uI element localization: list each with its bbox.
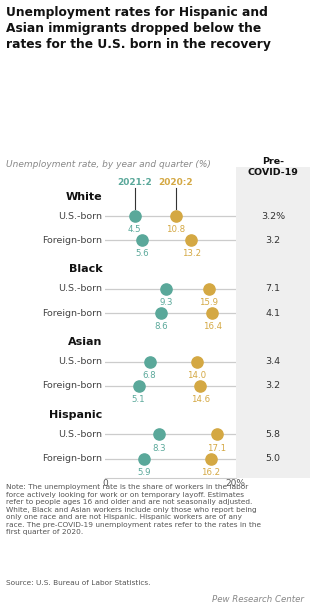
Text: 16.4: 16.4 bbox=[203, 322, 222, 331]
Point bbox=[141, 454, 146, 463]
Point bbox=[194, 357, 199, 367]
Text: 3.2%: 3.2% bbox=[261, 211, 285, 220]
Text: 5.0: 5.0 bbox=[265, 454, 280, 463]
Text: 17.1: 17.1 bbox=[207, 443, 226, 452]
Text: 7.1: 7.1 bbox=[265, 284, 280, 294]
Text: 3.2: 3.2 bbox=[265, 236, 280, 245]
Text: Asian: Asian bbox=[68, 337, 102, 347]
Text: 5.8: 5.8 bbox=[265, 430, 280, 439]
Text: Foreign-born: Foreign-born bbox=[42, 309, 102, 317]
Text: U.S.-born: U.S.-born bbox=[58, 430, 102, 439]
Text: Source: U.S. Bureau of Labor Statistics.: Source: U.S. Bureau of Labor Statistics. bbox=[6, 580, 151, 586]
Text: Foreign-born: Foreign-born bbox=[42, 236, 102, 245]
Text: Unemployment rate, by year and quarter (%): Unemployment rate, by year and quarter (… bbox=[6, 160, 211, 169]
Text: 4.1: 4.1 bbox=[265, 309, 280, 317]
Text: 2021:2: 2021:2 bbox=[117, 178, 152, 187]
Text: 3.2: 3.2 bbox=[265, 381, 280, 390]
Text: White: White bbox=[66, 192, 102, 202]
Point bbox=[208, 454, 213, 463]
Text: 8.6: 8.6 bbox=[155, 322, 168, 331]
Text: 10.8: 10.8 bbox=[166, 225, 185, 234]
Text: U.S.-born: U.S.-born bbox=[58, 211, 102, 220]
Point bbox=[173, 211, 178, 221]
Text: 4.5: 4.5 bbox=[128, 225, 141, 234]
Text: Note: The unemployment rate is the share of workers in the labor
force actively : Note: The unemployment rate is the share… bbox=[6, 484, 261, 535]
Point bbox=[198, 381, 203, 391]
Point bbox=[163, 284, 168, 294]
Point bbox=[157, 429, 162, 439]
Text: 5.9: 5.9 bbox=[137, 468, 151, 477]
Point bbox=[136, 381, 141, 391]
Text: Pre-
COVID-19: Pre- COVID-19 bbox=[247, 157, 298, 177]
Text: 3.4: 3.4 bbox=[265, 357, 280, 366]
Text: Pew Research Center: Pew Research Center bbox=[212, 595, 304, 604]
Text: 15.9: 15.9 bbox=[199, 298, 219, 307]
Text: 14.6: 14.6 bbox=[191, 395, 210, 404]
Text: 8.3: 8.3 bbox=[153, 443, 166, 452]
Text: 2020:2: 2020:2 bbox=[158, 178, 193, 187]
Point bbox=[210, 308, 215, 318]
Point bbox=[159, 308, 164, 318]
Text: 9.3: 9.3 bbox=[159, 298, 173, 307]
Text: Unemployment rates for Hispanic and
Asian immigrants dropped below the
rates for: Unemployment rates for Hispanic and Asia… bbox=[6, 6, 271, 51]
Text: 5.1: 5.1 bbox=[132, 395, 145, 404]
Text: 5.6: 5.6 bbox=[135, 250, 149, 258]
Text: Black: Black bbox=[69, 264, 102, 275]
Text: U.S.-born: U.S.-born bbox=[58, 357, 102, 366]
Text: 16.2: 16.2 bbox=[201, 468, 220, 477]
Point bbox=[214, 429, 219, 439]
Point bbox=[189, 236, 194, 245]
Point bbox=[147, 357, 152, 367]
Point bbox=[206, 284, 211, 294]
Text: Hispanic: Hispanic bbox=[49, 410, 102, 420]
Text: U.S.-born: U.S.-born bbox=[58, 284, 102, 294]
Point bbox=[132, 211, 137, 221]
Point bbox=[140, 236, 144, 245]
Text: 14.0: 14.0 bbox=[187, 371, 206, 380]
Text: 6.8: 6.8 bbox=[143, 371, 157, 380]
Text: Foreign-born: Foreign-born bbox=[42, 381, 102, 390]
Text: Foreign-born: Foreign-born bbox=[42, 454, 102, 463]
Text: 13.2: 13.2 bbox=[182, 250, 201, 258]
